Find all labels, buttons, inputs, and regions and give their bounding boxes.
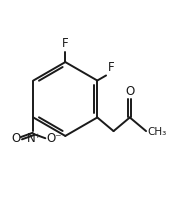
Text: O⁻: O⁻: [46, 132, 62, 145]
Text: O: O: [11, 132, 20, 145]
Text: F: F: [108, 61, 115, 74]
Text: N⁺: N⁺: [27, 132, 42, 145]
Text: CH₃: CH₃: [147, 127, 167, 137]
Text: F: F: [62, 37, 69, 50]
Text: O: O: [125, 85, 134, 98]
